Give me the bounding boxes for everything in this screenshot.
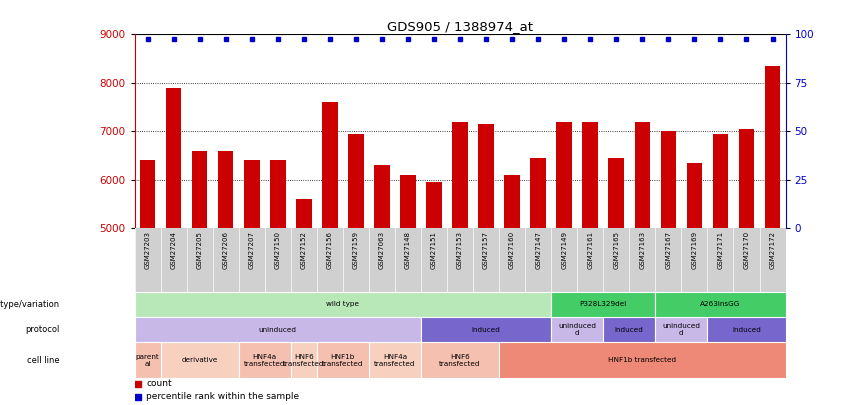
- Text: induced: induced: [732, 327, 761, 333]
- Text: GSM27149: GSM27149: [562, 231, 567, 269]
- Text: uninduced
d: uninduced d: [558, 323, 596, 336]
- Text: A263insGG: A263insGG: [700, 301, 740, 307]
- Bar: [713, 134, 728, 228]
- Bar: [603, 317, 655, 343]
- Text: P328L329del: P328L329del: [580, 301, 627, 307]
- Text: GSM27153: GSM27153: [457, 231, 463, 269]
- Bar: [135, 292, 551, 317]
- Text: GSM27160: GSM27160: [510, 231, 515, 269]
- Bar: [400, 175, 416, 228]
- Bar: [551, 292, 655, 317]
- Text: genotype/variation: genotype/variation: [0, 300, 60, 309]
- Text: GSM27171: GSM27171: [718, 231, 723, 269]
- Bar: [530, 158, 546, 228]
- Bar: [135, 317, 421, 343]
- Text: GSM27150: GSM27150: [275, 231, 280, 269]
- Text: GSM27172: GSM27172: [770, 231, 775, 269]
- Text: derivative: derivative: [181, 357, 218, 363]
- Text: GSM27161: GSM27161: [588, 231, 593, 269]
- Bar: [140, 160, 155, 228]
- Text: GSM27151: GSM27151: [431, 231, 437, 269]
- Text: parent
al: parent al: [135, 354, 160, 367]
- Bar: [707, 317, 786, 343]
- Text: HNF1b transfected: HNF1b transfected: [608, 357, 676, 363]
- Text: GSM27170: GSM27170: [744, 231, 749, 269]
- Bar: [608, 158, 624, 228]
- Text: GSM27159: GSM27159: [353, 231, 358, 269]
- Bar: [291, 343, 317, 377]
- Text: count: count: [146, 379, 172, 388]
- Text: GSM27147: GSM27147: [536, 231, 541, 269]
- Text: GSM27167: GSM27167: [666, 231, 671, 269]
- Text: GSM27207: GSM27207: [249, 231, 254, 269]
- Bar: [296, 199, 312, 228]
- Text: induced: induced: [615, 327, 644, 333]
- Bar: [218, 151, 233, 228]
- Text: protocol: protocol: [25, 325, 60, 334]
- Text: induced: induced: [471, 327, 501, 333]
- Title: GDS905 / 1388974_at: GDS905 / 1388974_at: [387, 20, 533, 33]
- Bar: [161, 343, 239, 377]
- Text: uninduced: uninduced: [259, 327, 297, 333]
- Bar: [374, 165, 390, 228]
- Bar: [239, 343, 291, 377]
- Text: HNF6
transfected: HNF6 transfected: [283, 354, 325, 367]
- Bar: [166, 87, 181, 228]
- Bar: [270, 160, 286, 228]
- Bar: [317, 343, 369, 377]
- Bar: [499, 343, 786, 377]
- Bar: [192, 151, 207, 228]
- Bar: [765, 66, 780, 228]
- Text: percentile rank within the sample: percentile rank within the sample: [146, 392, 299, 401]
- Bar: [452, 122, 468, 228]
- Bar: [635, 122, 650, 228]
- Bar: [478, 124, 494, 228]
- Bar: [661, 131, 676, 228]
- Text: HNF6
transfected: HNF6 transfected: [439, 354, 481, 367]
- Text: GSM27163: GSM27163: [640, 231, 645, 269]
- Bar: [504, 175, 520, 228]
- Bar: [739, 129, 754, 228]
- Text: GSM27165: GSM27165: [614, 231, 619, 269]
- Bar: [244, 160, 260, 228]
- Text: GSM27156: GSM27156: [327, 231, 332, 269]
- Bar: [322, 102, 338, 228]
- Text: GSM27203: GSM27203: [145, 231, 150, 269]
- Bar: [687, 163, 702, 228]
- Bar: [582, 122, 598, 228]
- Bar: [426, 182, 442, 228]
- Text: GSM27169: GSM27169: [692, 231, 697, 269]
- Text: HNF1b
transfected: HNF1b transfected: [322, 354, 364, 367]
- Bar: [551, 317, 603, 343]
- Text: GSM27152: GSM27152: [301, 231, 306, 269]
- Text: cell line: cell line: [27, 356, 60, 364]
- Bar: [135, 343, 161, 377]
- Text: GSM27206: GSM27206: [223, 231, 228, 269]
- Bar: [421, 317, 551, 343]
- Text: GSM27157: GSM27157: [483, 231, 489, 269]
- Text: uninduced
d: uninduced d: [662, 323, 700, 336]
- Bar: [348, 134, 364, 228]
- Text: wild type: wild type: [326, 301, 359, 307]
- Bar: [369, 343, 421, 377]
- Text: HNF4a
transfected: HNF4a transfected: [244, 354, 286, 367]
- Text: GSM27204: GSM27204: [171, 231, 176, 269]
- Text: HNF4a
transfected: HNF4a transfected: [374, 354, 416, 367]
- Text: GSM27148: GSM27148: [405, 231, 411, 269]
- Bar: [655, 317, 707, 343]
- Bar: [655, 292, 786, 317]
- Text: GSM27063: GSM27063: [379, 231, 385, 269]
- Bar: [556, 122, 572, 228]
- Bar: [421, 343, 499, 377]
- Text: GSM27205: GSM27205: [197, 231, 202, 269]
